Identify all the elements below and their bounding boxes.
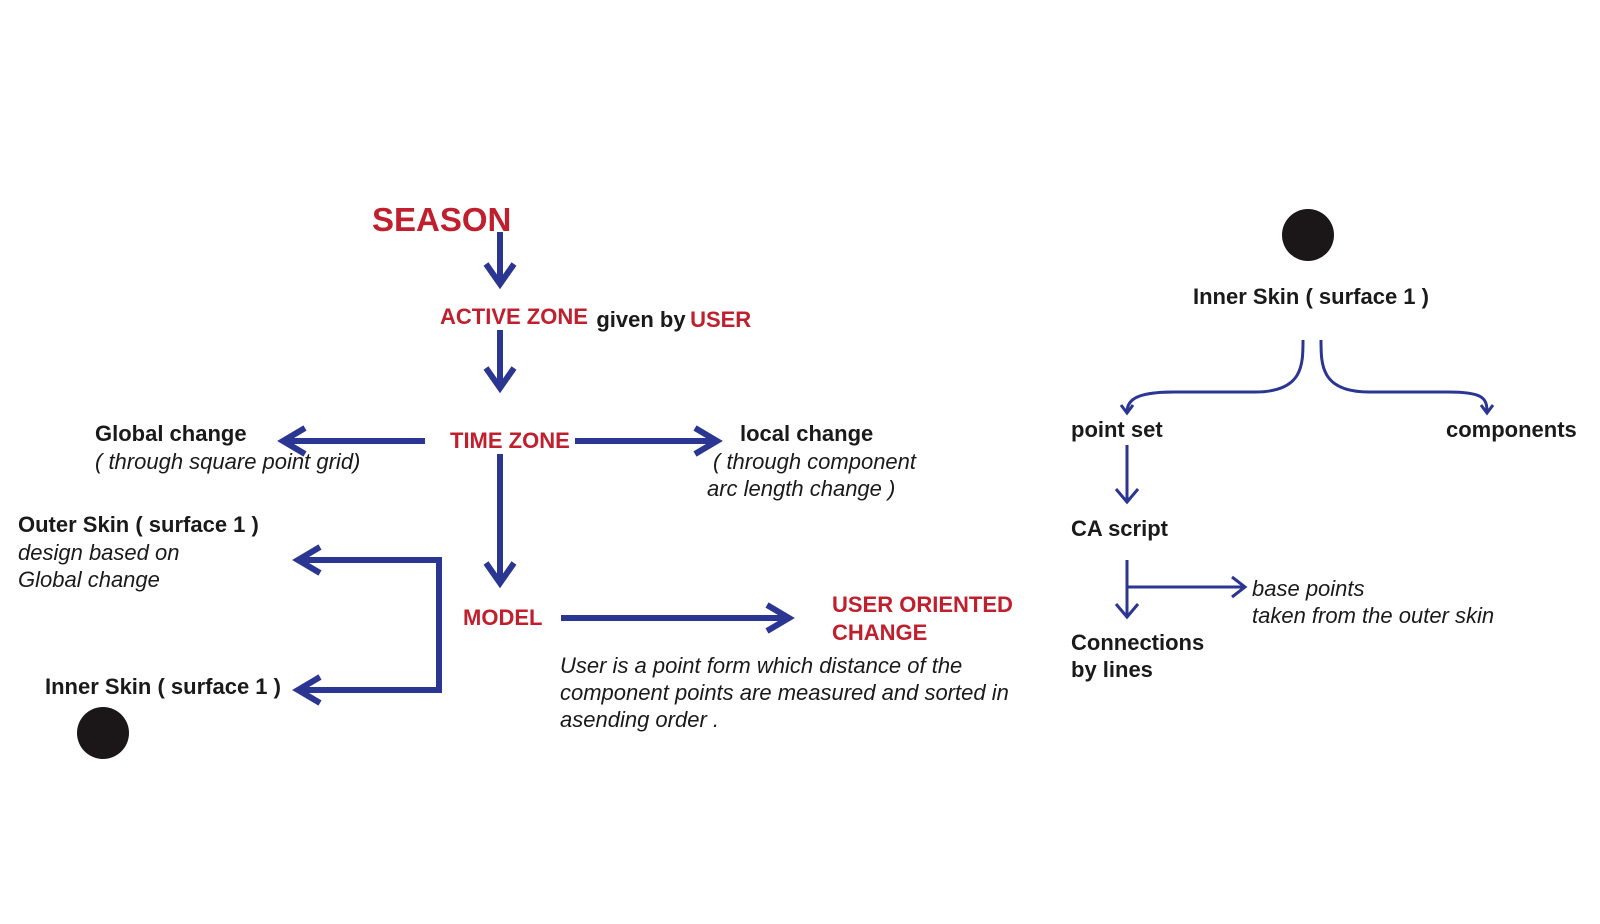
time-zone-label: TIME ZONE <box>450 428 570 453</box>
outer-skin-desc-line1: design based on <box>18 540 180 565</box>
model-label: MODEL <box>463 605 543 630</box>
season-label: SEASON <box>372 201 512 238</box>
arrow-point-set-to-ca-script <box>1114 445 1140 505</box>
given-by-text: given by <box>596 307 686 332</box>
global-change-desc: ( through square point grid) <box>95 449 361 474</box>
arrow-time-zone-to-model <box>483 454 517 589</box>
active-zone-label: ACTIVE ZONE <box>440 304 588 329</box>
bracket-to-skins <box>292 544 442 706</box>
user-note-line3: asending order . <box>560 707 719 732</box>
arrow-model-to-user-oriented-change <box>561 602 795 634</box>
connections-line1: Connections <box>1071 630 1205 655</box>
point-set-label: point set <box>1071 417 1163 442</box>
local-change-desc-line1: ( through component <box>713 449 917 474</box>
outer-skin-title: Outer Skin ( surface 1 ) <box>18 512 259 537</box>
connections-line2: by lines <box>1071 657 1153 682</box>
user-oriented-line2: CHANGE <box>832 620 928 645</box>
arrow-time-zone-to-local-change <box>575 425 723 457</box>
arrow-time-zone-to-global-change <box>277 425 425 457</box>
arrow-inner-skin-to-components <box>1319 339 1495 416</box>
global-change-title: Global change <box>95 421 247 446</box>
local-change-title: local change <box>740 421 874 446</box>
inner-skin-left-title: Inner Skin ( surface 1 ) <box>45 674 281 699</box>
user-label: USER <box>690 307 752 332</box>
user-note-line2: component points are measured and sorted… <box>560 680 1009 705</box>
arrow-inner-skin-to-point-set <box>1119 339 1305 416</box>
inner-skin-left-dot <box>77 707 129 759</box>
arrow-season-to-active-zone <box>483 232 517 290</box>
user-note-line1: User is a point form which distance of t… <box>560 653 963 678</box>
base-points-line1: base points <box>1252 576 1365 601</box>
active-zone-line: ACTIVE ZONE given by USER <box>440 304 752 332</box>
arrow-active-zone-to-time-zone <box>483 330 517 394</box>
outer-skin-desc-line2: Global change <box>18 567 160 592</box>
ca-script-label: CA script <box>1071 516 1168 541</box>
base-points-line2: taken from the outer skin <box>1252 603 1495 628</box>
arrow-to-base-points <box>1127 575 1248 599</box>
local-change-desc-line2: arc length change ) <box>707 476 896 501</box>
inner-skin-right-title: Inner Skin ( surface 1 ) <box>1193 284 1429 309</box>
components-label: components <box>1446 417 1577 442</box>
user-oriented-line1: USER ORIENTED <box>832 592 1013 617</box>
inner-skin-right-dot <box>1282 209 1334 261</box>
